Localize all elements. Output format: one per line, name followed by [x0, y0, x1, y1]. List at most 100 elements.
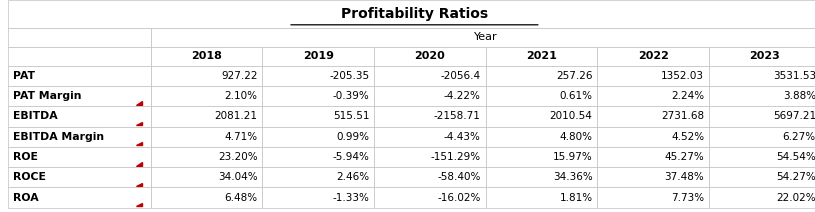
Text: 6.27%: 6.27%	[782, 132, 815, 142]
Bar	[8, 147, 151, 167]
Bar	[8, 187, 151, 208]
Bar	[709, 106, 815, 127]
Bar	[597, 167, 709, 187]
Text: 45.27%: 45.27%	[664, 152, 704, 162]
Text: -5.94%: -5.94%	[333, 152, 369, 162]
Text: 2023: 2023	[750, 51, 780, 61]
Text: Year: Year	[474, 32, 497, 42]
Bar	[374, 66, 486, 86]
Text: 2018: 2018	[192, 51, 222, 61]
Bar	[374, 147, 486, 167]
Text: 2021: 2021	[526, 51, 557, 61]
Bar	[486, 106, 597, 127]
Bar	[374, 167, 486, 187]
Bar	[151, 127, 262, 147]
Bar	[486, 47, 597, 66]
Text: EBITDA: EBITDA	[13, 112, 58, 121]
Text: 23.20%: 23.20%	[218, 152, 258, 162]
Bar	[151, 106, 262, 127]
Text: -151.29%: -151.29%	[430, 152, 481, 162]
Bar	[709, 127, 815, 147]
Bar	[709, 86, 815, 106]
Text: 4.80%: 4.80%	[560, 132, 593, 142]
Text: 2731.68: 2731.68	[661, 112, 704, 121]
Bar	[597, 86, 709, 106]
Text: 0.99%: 0.99%	[337, 132, 369, 142]
Bar	[374, 47, 486, 66]
Bar	[262, 187, 374, 208]
Bar	[709, 167, 815, 187]
Text: 54.27%: 54.27%	[776, 172, 815, 182]
Text: 15.97%: 15.97%	[553, 152, 593, 162]
Bar	[151, 167, 262, 187]
Text: PAT: PAT	[13, 71, 35, 81]
Bar	[8, 0, 815, 28]
Text: 34.04%: 34.04%	[218, 172, 258, 182]
Text: 7.73%: 7.73%	[671, 193, 704, 203]
Bar	[597, 66, 709, 86]
Bar	[597, 106, 709, 127]
Bar	[374, 187, 486, 208]
Text: -58.40%: -58.40%	[438, 172, 481, 182]
Bar	[486, 66, 597, 86]
Text: ROCE: ROCE	[13, 172, 46, 182]
Text: 2081.21: 2081.21	[214, 112, 258, 121]
Bar	[597, 147, 709, 167]
Text: 515.51: 515.51	[333, 112, 369, 121]
Bar	[486, 147, 597, 167]
Text: 2.46%: 2.46%	[336, 172, 369, 182]
Bar	[709, 66, 815, 86]
Text: Profitability Ratios: Profitability Ratios	[341, 7, 488, 21]
Text: ROA: ROA	[13, 193, 38, 203]
Text: EBITDA Margin: EBITDA Margin	[13, 132, 104, 142]
Text: 34.36%: 34.36%	[553, 172, 593, 182]
Bar	[486, 86, 597, 106]
Text: PAT Margin: PAT Margin	[13, 91, 82, 101]
Bar	[8, 167, 151, 187]
Bar	[151, 86, 262, 106]
Text: 2.10%: 2.10%	[225, 91, 258, 101]
Bar	[262, 106, 374, 127]
Text: -2056.4: -2056.4	[441, 71, 481, 81]
Text: 3531.53: 3531.53	[773, 71, 815, 81]
Text: 0.61%: 0.61%	[560, 91, 593, 101]
Text: 2019: 2019	[302, 51, 334, 61]
Bar	[374, 86, 486, 106]
Text: 1.81%: 1.81%	[559, 193, 593, 203]
Bar	[486, 127, 597, 147]
Text: 3.88%: 3.88%	[782, 91, 815, 101]
Bar	[151, 28, 815, 47]
Text: 6.48%: 6.48%	[224, 193, 258, 203]
Bar	[486, 167, 597, 187]
Bar	[8, 66, 151, 86]
Polygon shape	[136, 162, 143, 166]
Bar	[374, 106, 486, 127]
Text: 927.22: 927.22	[221, 71, 258, 81]
Text: 4.52%: 4.52%	[671, 132, 704, 142]
Text: 22.02%: 22.02%	[776, 193, 815, 203]
Text: -0.39%: -0.39%	[333, 91, 369, 101]
Bar	[597, 47, 709, 66]
Text: 257.26: 257.26	[556, 71, 593, 81]
Polygon shape	[136, 101, 143, 105]
Bar	[262, 66, 374, 86]
Bar	[8, 47, 151, 66]
Bar	[597, 187, 709, 208]
Text: -4.43%: -4.43%	[444, 132, 481, 142]
Text: 5697.21: 5697.21	[773, 112, 815, 121]
Bar	[262, 167, 374, 187]
Text: -2158.71: -2158.71	[434, 112, 481, 121]
Bar	[8, 106, 151, 127]
Text: 2020: 2020	[415, 51, 445, 61]
Text: ROE: ROE	[13, 152, 38, 162]
Bar	[151, 66, 262, 86]
Bar	[374, 127, 486, 147]
Bar	[262, 86, 374, 106]
Polygon shape	[136, 142, 143, 145]
Bar	[709, 47, 815, 66]
Text: 2010.54: 2010.54	[549, 112, 593, 121]
Bar	[709, 187, 815, 208]
Text: 2.24%: 2.24%	[671, 91, 704, 101]
Bar	[486, 187, 597, 208]
Text: 1352.03: 1352.03	[661, 71, 704, 81]
